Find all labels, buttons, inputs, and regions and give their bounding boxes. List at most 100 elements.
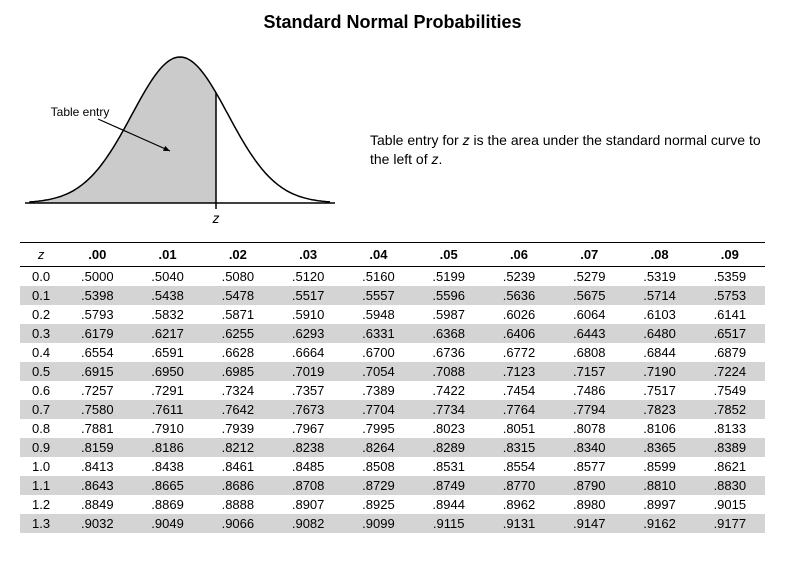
cell: .8485 — [273, 457, 343, 476]
row-header: 0.0 — [20, 267, 62, 287]
cell: .9131 — [484, 514, 554, 533]
cell: .6293 — [273, 324, 343, 343]
cell: .6772 — [484, 343, 554, 362]
cell: .7324 — [203, 381, 273, 400]
cell: .7673 — [273, 400, 343, 419]
cell: .9049 — [132, 514, 202, 533]
z-symbol: z — [463, 132, 470, 148]
svg-text:z: z — [212, 210, 220, 226]
cell: .8340 — [554, 438, 624, 457]
cell: .8289 — [414, 438, 484, 457]
normal-curve-figure: zTable entry — [20, 41, 340, 236]
cell: .6736 — [414, 343, 484, 362]
table-row: 1.3.9032.9049.9066.9082.9099.9115.9131.9… — [20, 514, 765, 533]
figure-block: zTable entry Table entry for z is the ar… — [20, 41, 765, 236]
cell: .5636 — [484, 286, 554, 305]
desc-text-1: Table entry for — [370, 132, 463, 148]
cell: .7881 — [62, 419, 132, 438]
cell: .8577 — [554, 457, 624, 476]
cell: .7939 — [203, 419, 273, 438]
cell: .7019 — [273, 362, 343, 381]
cell: .5714 — [624, 286, 694, 305]
cell: .7123 — [484, 362, 554, 381]
cell: .6443 — [554, 324, 624, 343]
cell: .7704 — [343, 400, 413, 419]
cell: .5000 — [62, 267, 132, 287]
cell: .6255 — [203, 324, 273, 343]
cell: .5438 — [132, 286, 202, 305]
cell: .5279 — [554, 267, 624, 287]
cell: .8133 — [695, 419, 765, 438]
cell: .5987 — [414, 305, 484, 324]
cell: .5871 — [203, 305, 273, 324]
table-header-row: z.00.01.02.03.04.05.06.07.08.09 — [20, 243, 765, 267]
col-header: .09 — [695, 243, 765, 267]
cell: .7517 — [624, 381, 694, 400]
col-header-z: z — [20, 243, 62, 267]
row-header: 0.6 — [20, 381, 62, 400]
cell: .5478 — [203, 286, 273, 305]
cell: .6368 — [414, 324, 484, 343]
cell: .8907 — [273, 495, 343, 514]
cell: .5398 — [62, 286, 132, 305]
table-body: 0.0.5000.5040.5080.5120.5160.5199.5239.5… — [20, 267, 765, 534]
cell: .7454 — [484, 381, 554, 400]
cell: .5596 — [414, 286, 484, 305]
table-row: 0.3.6179.6217.6255.6293.6331.6368.6406.6… — [20, 324, 765, 343]
row-header: 0.2 — [20, 305, 62, 324]
cell: .7823 — [624, 400, 694, 419]
cell: .7549 — [695, 381, 765, 400]
table-row: 0.0.5000.5040.5080.5120.5160.5199.5239.5… — [20, 267, 765, 287]
cell: .7611 — [132, 400, 202, 419]
table-row: 1.1.8643.8665.8686.8708.8729.8749.8770.8… — [20, 476, 765, 495]
cell: .8790 — [554, 476, 624, 495]
cell: .9015 — [695, 495, 765, 514]
cell: .5040 — [132, 267, 202, 287]
col-header: .01 — [132, 243, 202, 267]
cell: .8686 — [203, 476, 273, 495]
cell: .8944 — [414, 495, 484, 514]
figure-description: Table entry for z is the area under the … — [370, 131, 765, 169]
cell: .8729 — [343, 476, 413, 495]
col-header: .08 — [624, 243, 694, 267]
cell: .6406 — [484, 324, 554, 343]
cell: .8749 — [414, 476, 484, 495]
cell: .5080 — [203, 267, 273, 287]
cell: .6179 — [62, 324, 132, 343]
normal-curve-svg: zTable entry — [20, 41, 340, 231]
cell: .8869 — [132, 495, 202, 514]
cell: .6628 — [203, 343, 273, 362]
row-header: 0.9 — [20, 438, 62, 457]
cell: .8389 — [695, 438, 765, 457]
cell: .8238 — [273, 438, 343, 457]
cell: .8212 — [203, 438, 273, 457]
page-title: Standard Normal Probabilities — [20, 12, 765, 33]
cell: .8830 — [695, 476, 765, 495]
cell: .7291 — [132, 381, 202, 400]
cell: .9066 — [203, 514, 273, 533]
row-header: 0.7 — [20, 400, 62, 419]
z-table: z.00.01.02.03.04.05.06.07.08.09 0.0.5000… — [20, 242, 765, 533]
cell: .7389 — [343, 381, 413, 400]
cell: .7486 — [554, 381, 624, 400]
cell: .8461 — [203, 457, 273, 476]
cell: .8186 — [132, 438, 202, 457]
col-header: .02 — [203, 243, 273, 267]
cell: .8106 — [624, 419, 694, 438]
cell: .8051 — [484, 419, 554, 438]
cell: .7190 — [624, 362, 694, 381]
cell: .8962 — [484, 495, 554, 514]
cell: .5199 — [414, 267, 484, 287]
cell: .8621 — [695, 457, 765, 476]
cell: .6591 — [132, 343, 202, 362]
cell: .6141 — [695, 305, 765, 324]
cell: .8810 — [624, 476, 694, 495]
cell: .7580 — [62, 400, 132, 419]
cell: .8980 — [554, 495, 624, 514]
table-row: 0.6.7257.7291.7324.7357.7389.7422.7454.7… — [20, 381, 765, 400]
cell: .8531 — [414, 457, 484, 476]
cell: .5359 — [695, 267, 765, 287]
table-row: 0.5.6915.6950.6985.7019.7054.7088.7123.7… — [20, 362, 765, 381]
cell: .9115 — [414, 514, 484, 533]
cell: .8997 — [624, 495, 694, 514]
